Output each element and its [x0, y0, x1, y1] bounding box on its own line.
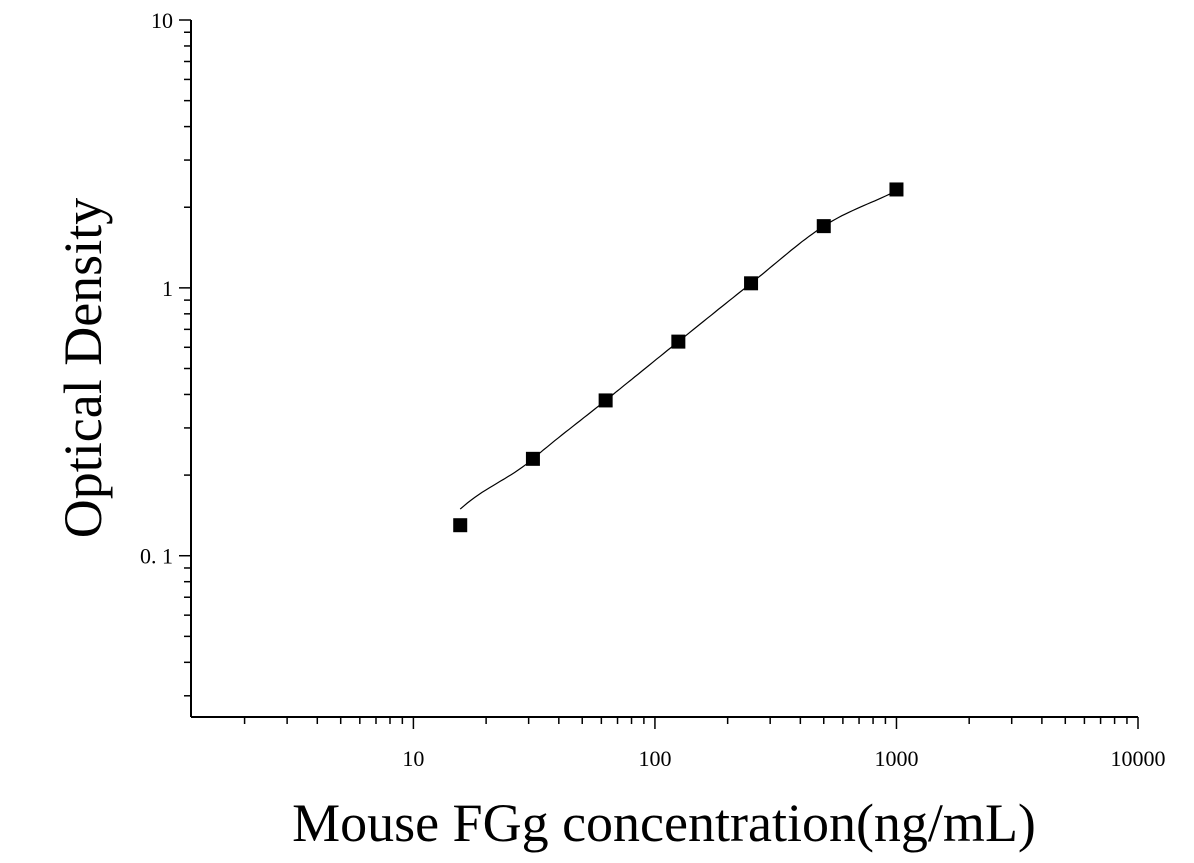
data-point — [889, 182, 904, 197]
axes — [190, 20, 1138, 718]
data-point — [453, 518, 468, 533]
data-points — [453, 182, 904, 533]
data-point — [598, 393, 613, 408]
data-point — [744, 276, 759, 291]
y-tick-label: 1 — [162, 276, 173, 301]
y-axis-ticks: 0. 1 1 10 — [140, 8, 191, 697]
data-point — [816, 219, 831, 234]
x-tick-label: 1000 — [874, 746, 918, 771]
data-point — [525, 451, 540, 466]
fit-curve — [459, 190, 897, 510]
y-axis-title: Optical Density — [53, 198, 113, 538]
fit-curve-group — [459, 190, 897, 510]
x-tick-label: 100 — [638, 746, 671, 771]
x-axis-title: Mouse FGg concentration(ng/mL) — [292, 793, 1036, 853]
x-tick-label: 10000 — [1111, 746, 1166, 771]
data-point — [671, 334, 686, 349]
y-tick-label: 0. 1 — [140, 544, 173, 569]
y-tick-label: 10 — [151, 8, 173, 33]
x-axis-ticks: 10 100 1000 10000 — [243, 717, 1166, 771]
x-tick-label: 10 — [402, 746, 424, 771]
